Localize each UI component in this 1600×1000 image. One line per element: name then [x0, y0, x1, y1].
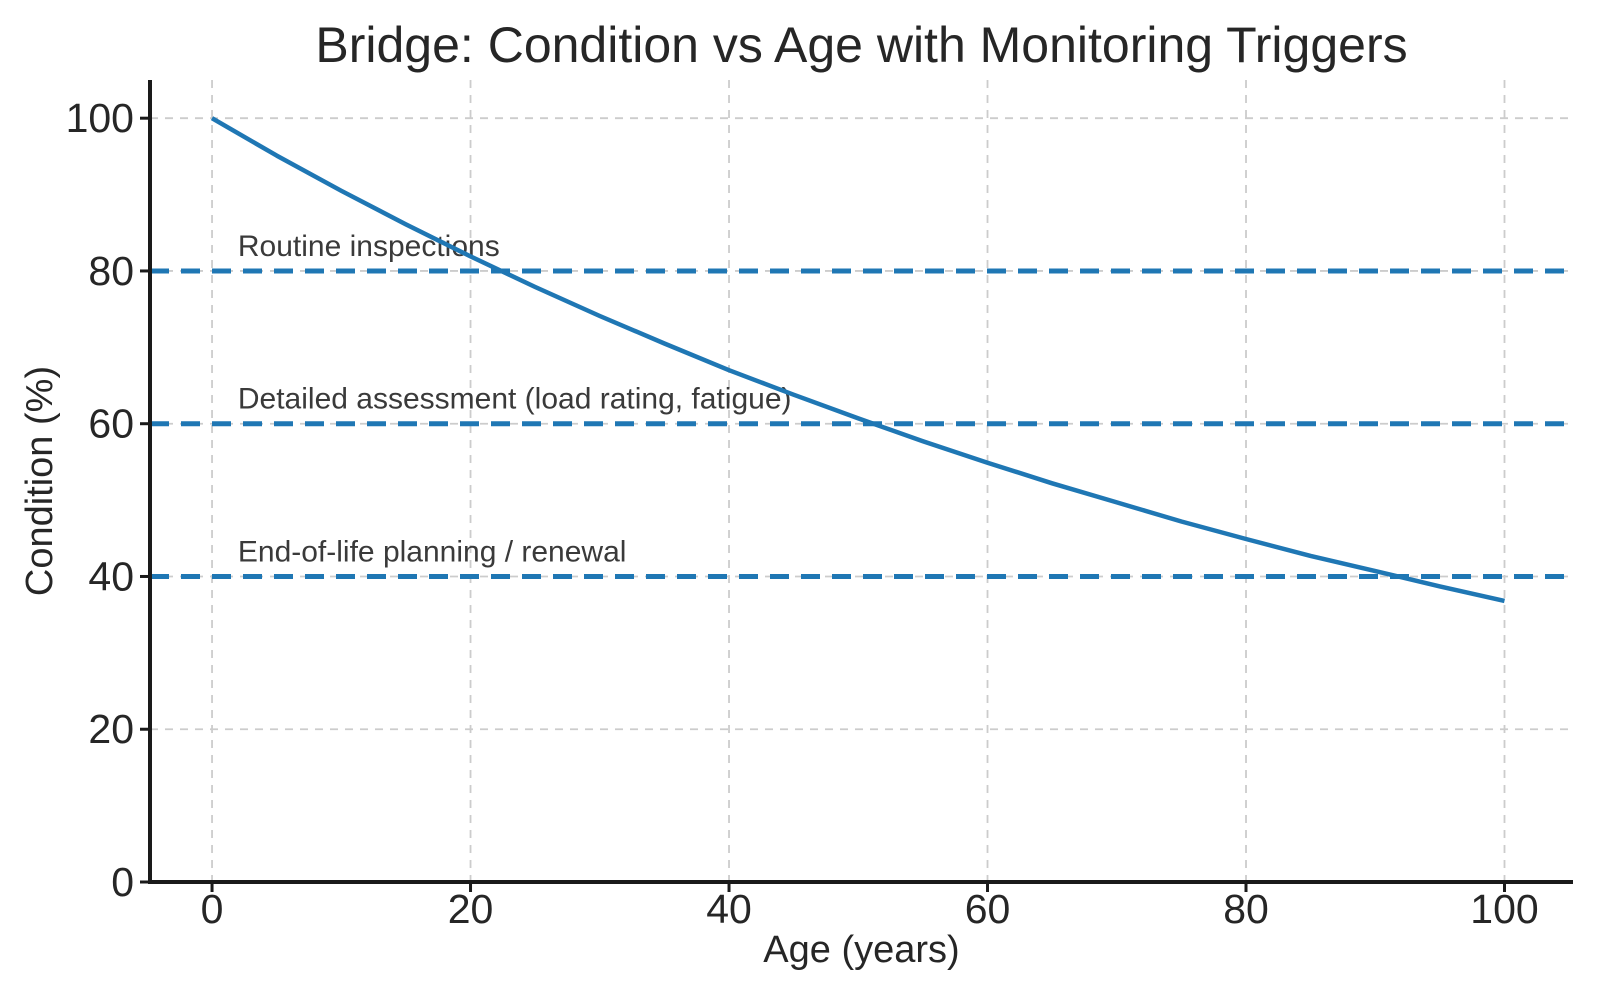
trigger-label: Routine inspections — [238, 230, 500, 263]
y-tick-label: 40 — [88, 553, 134, 599]
condition-curve — [210, 116, 1505, 604]
monitoring-triggers: Routine inspections Detailed assessment (… — [150, 230, 1573, 579]
y-tick-label: 100 — [66, 95, 134, 141]
y-axis-label: Condition (%) — [19, 366, 61, 596]
x-tick-label: 100 — [1470, 886, 1538, 932]
x-tick-label: 60 — [965, 886, 1011, 932]
x-tick-label: 80 — [1223, 886, 1269, 932]
trigger-label: Detailed assessment (load rating, fatigu… — [238, 383, 792, 416]
y-tick-label: 0 — [111, 859, 134, 905]
x-tick-label: 40 — [706, 886, 752, 932]
y-tick-label: 60 — [88, 401, 134, 447]
axes-spines — [148, 80, 1573, 884]
y-tick-label: 20 — [88, 706, 134, 752]
x-tick-label: 20 — [448, 886, 494, 932]
y-tick-label: 80 — [88, 248, 134, 294]
x-tick-label: 0 — [201, 886, 224, 932]
axis-ticks: 0 20 40 60 80 100 0 20 40 60 80 100 — [66, 95, 1539, 932]
x-axis-label: Age (years) — [763, 929, 959, 971]
trigger-label: End-of-life planning / renewal — [238, 535, 627, 568]
chart-title: Bridge: Condition vs Age with Monitoring… — [315, 17, 1407, 73]
